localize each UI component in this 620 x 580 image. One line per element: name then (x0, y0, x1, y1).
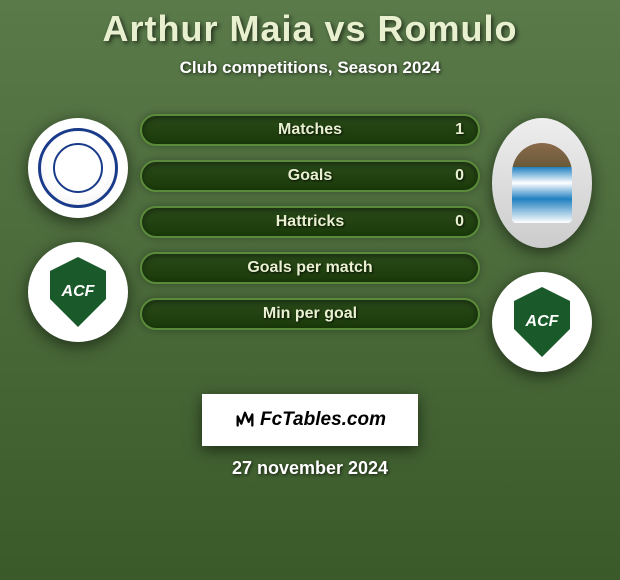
stat-label: Min per goal (263, 305, 357, 323)
stat-bar-goals-per-match: Goals per match (140, 252, 480, 284)
stat-label: Goals (288, 167, 332, 185)
stat-bar-goals: Goals 0 (140, 160, 480, 192)
stat-label: Hattricks (276, 213, 344, 231)
right-player-wrap (492, 118, 592, 248)
player-photo (492, 118, 592, 248)
stat-value-right: 0 (455, 167, 464, 185)
stat-value-right: 1 (455, 121, 464, 139)
stat-label: Matches (278, 121, 342, 139)
right-badges-column: ★ ★ ★ ACF (492, 108, 592, 372)
player-avatar-icon (512, 143, 572, 223)
brand-text: FcTables.com (260, 409, 386, 431)
acf-crest-text: ACF (526, 313, 559, 331)
stat-bar-hattricks: Hattricks 0 (140, 206, 480, 238)
comparison-row: ★ ★ ★ ACF Matches 1 Goals 0 Hattricks 0 … (0, 108, 620, 372)
stat-label: Goals per match (247, 259, 372, 277)
stat-bars-column: Matches 1 Goals 0 Hattricks 0 Goals per … (140, 108, 480, 330)
date-text: 27 november 2024 (0, 458, 620, 479)
brand-box: FcTables.com (202, 394, 418, 446)
comparison-card: Arthur Maia vs Romulo Club competitions,… (0, 0, 620, 479)
stat-bar-min-per-goal: Min per goal (140, 298, 480, 330)
brand-logo-icon (234, 409, 256, 431)
acf-crest-icon: ACF (507, 287, 577, 357)
stat-bar-matches: Matches 1 (140, 114, 480, 146)
page-title: Arthur Maia vs Romulo (0, 8, 620, 50)
left-team-badge-top (28, 118, 128, 218)
left-badges-column: ★ ★ ★ ACF (28, 108, 128, 342)
al-nasr-crest-icon (38, 128, 118, 208)
page-subtitle: Club competitions, Season 2024 (0, 58, 620, 78)
acf-crest-icon: ACF (43, 257, 113, 327)
left-team-badge-bottom: ★ ★ ★ ACF (28, 242, 128, 342)
right-team-badge-bottom: ★ ★ ★ ACF (492, 272, 592, 372)
acf-crest-text: ACF (62, 283, 95, 301)
stat-value-right: 0 (455, 213, 464, 231)
